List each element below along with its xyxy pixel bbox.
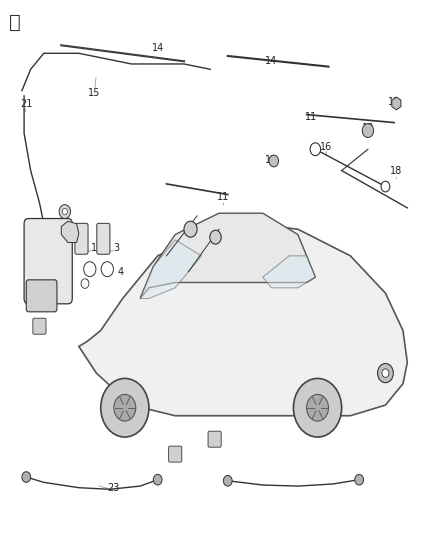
Circle shape	[378, 364, 393, 383]
Text: 23: 23	[108, 483, 120, 492]
FancyBboxPatch shape	[33, 318, 46, 334]
Text: 2: 2	[65, 267, 71, 277]
Text: 22: 22	[33, 320, 46, 330]
Text: 11: 11	[217, 192, 230, 202]
FancyBboxPatch shape	[26, 280, 57, 312]
Circle shape	[62, 208, 67, 215]
Circle shape	[362, 124, 374, 138]
Circle shape	[114, 394, 136, 421]
Circle shape	[310, 143, 321, 156]
Text: 18: 18	[390, 166, 403, 175]
Text: 16: 16	[320, 142, 332, 151]
Circle shape	[101, 378, 149, 437]
Circle shape	[210, 230, 221, 244]
Circle shape	[269, 155, 279, 167]
Text: ⓓ: ⓓ	[9, 13, 21, 33]
Text: 6: 6	[34, 246, 40, 255]
Polygon shape	[140, 213, 315, 298]
Polygon shape	[263, 256, 315, 288]
Text: 25: 25	[71, 227, 83, 237]
Text: 5: 5	[62, 205, 68, 215]
Polygon shape	[79, 224, 407, 416]
Circle shape	[382, 369, 389, 377]
Circle shape	[381, 181, 390, 192]
FancyBboxPatch shape	[75, 223, 88, 254]
FancyBboxPatch shape	[169, 446, 182, 462]
Text: 13: 13	[265, 155, 278, 165]
Text: 14: 14	[265, 56, 278, 66]
Text: 4: 4	[117, 267, 124, 277]
Text: 14: 14	[152, 43, 164, 53]
Circle shape	[153, 474, 162, 485]
Circle shape	[307, 394, 328, 421]
Circle shape	[101, 262, 113, 277]
Circle shape	[223, 475, 232, 486]
Text: 15: 15	[88, 88, 100, 98]
Text: 24: 24	[381, 368, 394, 378]
Circle shape	[22, 472, 31, 482]
Text: 22: 22	[208, 432, 221, 442]
Polygon shape	[140, 240, 201, 298]
Text: 12: 12	[388, 98, 400, 107]
Circle shape	[59, 205, 71, 219]
Text: 11: 11	[305, 112, 317, 122]
FancyBboxPatch shape	[208, 431, 221, 447]
Circle shape	[355, 474, 364, 485]
Text: 22: 22	[167, 449, 179, 459]
Circle shape	[293, 378, 342, 437]
Text: 9: 9	[185, 223, 191, 233]
Polygon shape	[61, 221, 79, 243]
Text: 3: 3	[113, 243, 119, 253]
Text: 13: 13	[362, 123, 374, 133]
Text: 8: 8	[82, 279, 88, 288]
Circle shape	[84, 262, 96, 277]
Text: 21: 21	[20, 99, 32, 109]
FancyBboxPatch shape	[97, 223, 110, 254]
Circle shape	[81, 279, 89, 288]
Text: 1: 1	[91, 243, 97, 253]
Circle shape	[184, 221, 197, 237]
FancyBboxPatch shape	[24, 219, 72, 304]
